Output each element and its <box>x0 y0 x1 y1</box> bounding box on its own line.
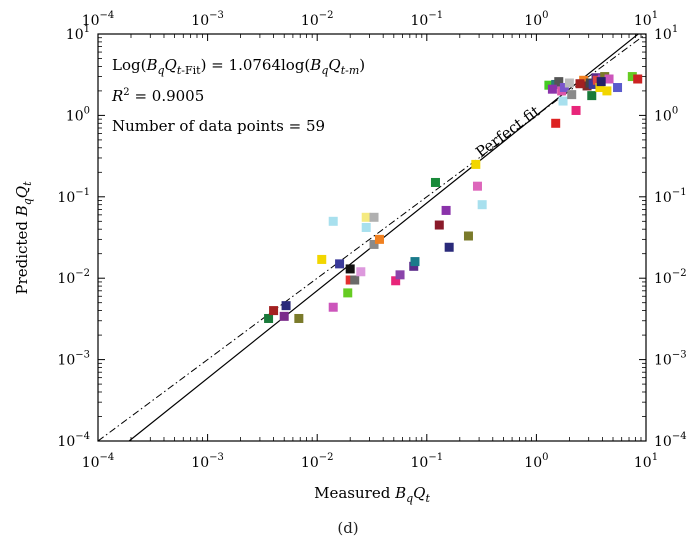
data-point <box>627 72 637 82</box>
figure-caption: (d) <box>337 519 359 537</box>
x-tick-label: 101 <box>634 452 658 471</box>
x-top-tick-label: 101 <box>634 10 658 29</box>
data-point <box>554 77 564 87</box>
data-point <box>317 254 327 264</box>
data-point <box>356 267 366 277</box>
data-point <box>391 276 401 286</box>
data-point <box>395 270 405 280</box>
data-point <box>587 91 597 101</box>
r-squared-annotation: R2 = 0.9005 <box>111 87 204 105</box>
data-point <box>343 288 353 298</box>
x-tick-label: 10−4 <box>82 452 115 471</box>
data-point <box>410 257 420 267</box>
y-tick-label: 100 <box>66 105 90 124</box>
y-tick-label: 10−4 <box>57 431 90 450</box>
data-point <box>430 177 440 187</box>
data-point <box>595 83 605 93</box>
y-tick-label: 10−3 <box>57 350 90 369</box>
data-point <box>369 212 379 222</box>
data-point <box>264 313 274 323</box>
perfect-fit-line <box>98 34 646 441</box>
x-tick-label: 10−2 <box>301 452 334 471</box>
data-point <box>477 200 487 210</box>
x-tick-label: 100 <box>524 452 548 471</box>
data-point <box>559 83 569 93</box>
y-axis-label: Predicted BqQt <box>13 181 34 295</box>
data-point <box>471 159 481 169</box>
data-point <box>551 118 561 128</box>
data-point <box>633 74 643 84</box>
x-axis-label: Measured BqQt <box>314 484 430 505</box>
data-point <box>361 222 371 232</box>
y-tick-label: 10−1 <box>57 187 90 206</box>
data-point <box>441 205 451 215</box>
x-top-tick-label: 10−3 <box>191 10 224 29</box>
x-top-tick-label: 10−4 <box>82 10 115 29</box>
data-point <box>575 79 585 89</box>
y-right-tick-label: 10−1 <box>654 187 687 206</box>
data-point <box>567 90 577 100</box>
data-point <box>269 306 279 316</box>
data-point <box>434 220 444 230</box>
data-point <box>294 313 304 323</box>
data-point <box>558 96 568 106</box>
data-point <box>369 239 379 249</box>
equation-annotation: Log(BqQt-Fit) = 1.0764log(BqQt-m) <box>112 56 365 77</box>
data-point <box>613 83 623 93</box>
data-point <box>547 84 557 94</box>
data-points <box>264 72 643 323</box>
data-point <box>409 261 419 271</box>
y-tick-label: 10−2 <box>57 268 90 287</box>
x-tick-label: 10−3 <box>191 452 224 471</box>
data-point <box>345 275 355 285</box>
data-point <box>596 77 606 87</box>
y-right-tick-label: 10−3 <box>654 350 687 369</box>
y-right-tick-label: 100 <box>654 105 678 124</box>
data-point <box>335 259 345 269</box>
data-point <box>571 105 581 115</box>
data-point <box>472 181 482 191</box>
plot-frame <box>97 33 647 442</box>
scatter-chart: 10−4 10−4 10−4 10−4 10−3 10−3 10−3 10−3 10−2 10−2… <box>13 10 687 505</box>
axis-ticks: 10−4 10−4 10−4 10−4 10−3 10−3 10−3 10−3 10−2 10−2… <box>57 10 686 471</box>
data-point <box>604 74 614 84</box>
data-point <box>328 302 338 312</box>
perfect-fit-label: Perfect fit <box>472 102 543 161</box>
data-point <box>602 86 612 96</box>
data-point <box>444 242 454 252</box>
y-right-tick-label: 10−4 <box>654 431 687 450</box>
data-point <box>279 311 289 321</box>
x-top-tick-label: 100 <box>524 10 548 29</box>
y-right-tick-label: 101 <box>654 24 678 43</box>
y-tick-label: 101 <box>66 24 90 43</box>
x-top-tick-label: 10−1 <box>411 10 444 29</box>
data-point <box>281 301 291 311</box>
data-point <box>463 231 473 241</box>
x-top-tick-label: 10−2 <box>301 10 334 29</box>
data-point <box>345 264 355 274</box>
data-point <box>564 78 574 88</box>
data-point <box>374 234 384 244</box>
x-tick-label: 10−1 <box>411 452 444 471</box>
y-right-tick-label: 10−2 <box>654 268 687 287</box>
data-point <box>361 212 371 222</box>
data-count-annotation: Number of data points = 59 <box>112 117 325 135</box>
data-point <box>328 216 338 226</box>
data-point <box>350 275 360 285</box>
